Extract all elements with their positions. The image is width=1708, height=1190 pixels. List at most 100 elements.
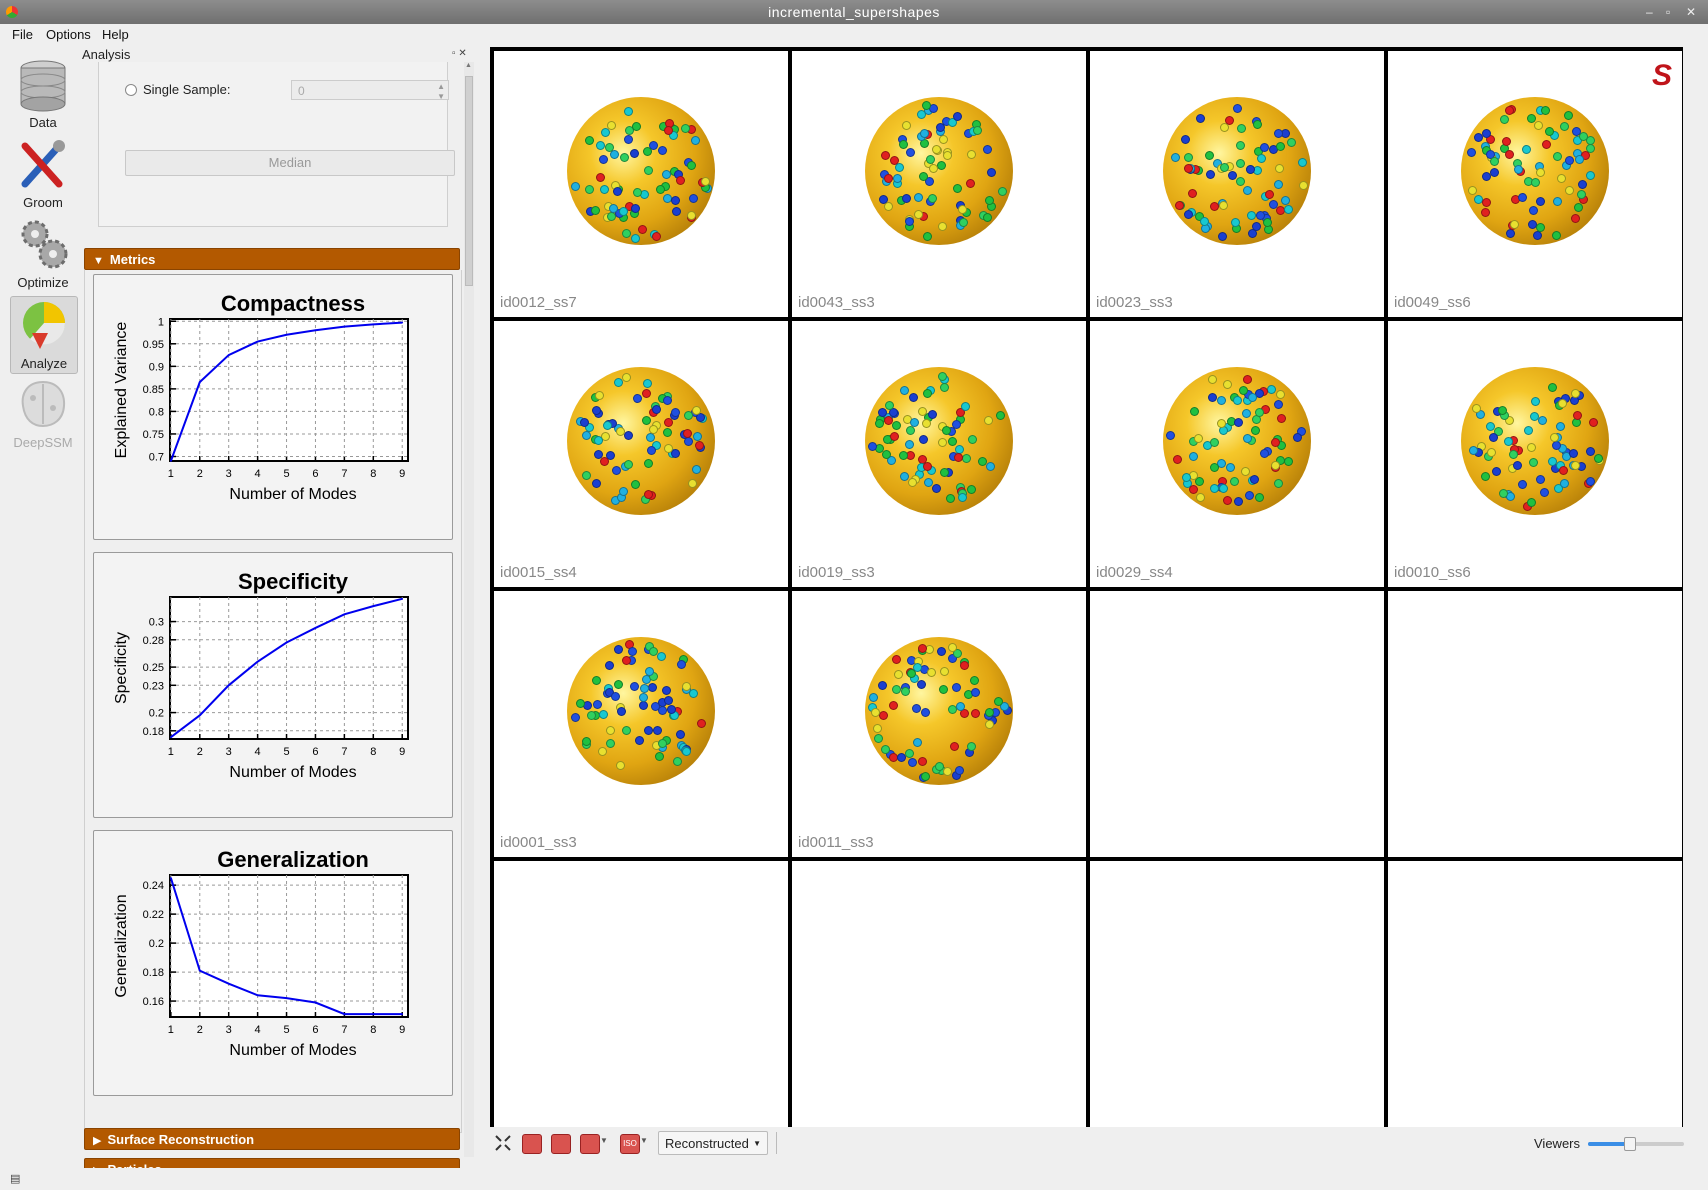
- data-point: [198, 714, 201, 717]
- x-tick-label: 4: [255, 468, 261, 480]
- median-button[interactable]: Median: [125, 150, 455, 176]
- particle-marker: [614, 644, 624, 654]
- iso-dropdown-icon[interactable]: ▼: [640, 1136, 648, 1145]
- particle-marker: [593, 436, 603, 446]
- glyph-toggle-icon[interactable]: [580, 1134, 600, 1154]
- close-icon[interactable]: ✕: [1686, 5, 1697, 19]
- particle-marker: [957, 205, 967, 215]
- compactness-chart: Compactness 1 2 3 4 5 6 7 8 9 0.7 0.75 0.8 0.85 0.9 0.9…: [113, 291, 409, 503]
- viewer-cell[interactable]: id0015_ss4: [494, 321, 788, 587]
- particle-marker: [696, 719, 706, 729]
- viewer-cell[interactable]: id0011_ss3: [792, 591, 1086, 857]
- spin-up-icon[interactable]: ▲: [437, 82, 445, 91]
- y-tick-label: 0.85: [143, 384, 164, 396]
- tool-groom[interactable]: Groom: [10, 136, 76, 212]
- menu-file[interactable]: File: [12, 27, 33, 42]
- iso-surface-icon[interactable]: ISO: [620, 1134, 640, 1154]
- particle-marker: [1565, 185, 1574, 195]
- particle-marker: [1492, 467, 1502, 477]
- x-axis-label: Number of Modes: [229, 764, 356, 781]
- scroll-up-icon[interactable]: ▲: [465, 62, 472, 69]
- tool-data[interactable]: Data: [10, 56, 76, 132]
- viewer-cell[interactable]: id0023_ss3: [1090, 51, 1384, 317]
- viewer-cell[interactable]: id0010_ss6: [1388, 321, 1682, 587]
- fit-view-icon[interactable]: [494, 1134, 512, 1152]
- particle-marker: [952, 649, 962, 658]
- particle-marker: [664, 417, 674, 427]
- particle-marker: [1497, 406, 1507, 416]
- y-tick-label: 0.2: [149, 708, 164, 720]
- display-mode-dropdown[interactable]: Reconstructed ▼: [658, 1131, 768, 1155]
- shape-mesh[interactable]: [865, 97, 1013, 245]
- viewer-cell[interactable]: id0012_ss7: [494, 51, 788, 317]
- shape-mesh[interactable]: [865, 637, 1013, 785]
- viewer-cell[interactable]: [792, 861, 1086, 1127]
- scrollbar-thumb[interactable]: [465, 76, 473, 286]
- particle-marker: [1247, 393, 1257, 403]
- shape-mesh[interactable]: [1163, 367, 1311, 515]
- particle-marker: [647, 682, 657, 692]
- shape-mesh[interactable]: [567, 97, 715, 245]
- shape-mesh[interactable]: [1461, 367, 1609, 515]
- viewers-slider[interactable]: [1588, 1137, 1684, 1151]
- particle-marker: [912, 663, 922, 673]
- viewer-cell[interactable]: [1090, 591, 1384, 857]
- particle-marker: [955, 408, 965, 418]
- log-icon[interactable]: ▤: [10, 1173, 21, 1185]
- particle-marker: [643, 725, 653, 735]
- spin-down-icon[interactable]: ▼: [437, 92, 445, 101]
- particle-marker: [582, 430, 592, 440]
- menu-help[interactable]: Help: [102, 27, 129, 42]
- shape-mesh[interactable]: [1163, 97, 1311, 245]
- particle-marker: [968, 434, 978, 444]
- reset-camera-icon[interactable]: [522, 1134, 542, 1154]
- particle-marker: [689, 193, 699, 203]
- particle-marker: [984, 416, 994, 426]
- particle-marker: [920, 771, 930, 781]
- chart-title: Generalization: [217, 847, 369, 872]
- dock-float-icon[interactable]: ▫: [452, 48, 456, 59]
- particle-marker: [955, 765, 965, 775]
- particle-marker: [603, 421, 613, 431]
- viewer-cell[interactable]: id0029_ss4: [1090, 321, 1384, 587]
- viewer-cell[interactable]: id0049_ss6 S: [1388, 51, 1682, 317]
- viewer-cell[interactable]: id0043_ss3: [792, 51, 1086, 317]
- particle-marker: [617, 707, 627, 717]
- image-icon[interactable]: [551, 1134, 571, 1154]
- particle-marker: [973, 125, 983, 135]
- maximize-icon[interactable]: ▫: [1666, 5, 1671, 19]
- single-sample-radio[interactable]: [125, 84, 137, 96]
- particle-marker: [891, 684, 901, 694]
- shape-mesh[interactable]: [567, 637, 715, 785]
- glyph-dropdown-icon[interactable]: ▼: [600, 1136, 608, 1145]
- particle-marker: [1232, 396, 1242, 405]
- single-sample-spinbox[interactable]: 0 ▲ ▼: [291, 80, 449, 101]
- shape-mesh[interactable]: [567, 367, 715, 515]
- viewer-cell[interactable]: [494, 861, 788, 1127]
- particle-marker: [1188, 189, 1198, 199]
- tool-analyze[interactable]: Analyze: [10, 296, 78, 374]
- app-icon: [6, 6, 18, 18]
- panel-scrollbar[interactable]: ▲: [464, 62, 474, 1157]
- viewer-cell[interactable]: [1090, 861, 1384, 1127]
- particle-marker: [1274, 479, 1284, 489]
- shape-mesh[interactable]: [1461, 97, 1609, 245]
- minimize-icon[interactable]: –: [1646, 5, 1654, 19]
- viewer-cell-label: id0001_ss3: [500, 834, 577, 851]
- y-axis-label: Explained Variance: [113, 322, 130, 459]
- viewers-slider-handle[interactable]: [1624, 1137, 1637, 1151]
- viewer-cell[interactable]: [1388, 591, 1682, 857]
- shape-mesh[interactable]: [865, 367, 1013, 515]
- viewer-cell[interactable]: id0019_ss3: [792, 321, 1086, 587]
- dock-close-icon[interactable]: ✕: [458, 48, 467, 59]
- particle-marker: [1199, 217, 1209, 227]
- tool-optimize[interactable]: Optimize: [10, 216, 76, 292]
- menu-options[interactable]: Options: [46, 27, 91, 42]
- viewer-cell[interactable]: [1388, 861, 1682, 1127]
- particle-marker: [984, 708, 994, 718]
- surface-reconstruction-section-header[interactable]: ▶ Surface Reconstruction: [84, 1128, 460, 1150]
- viewer-cell[interactable]: id0001_ss3: [494, 591, 788, 857]
- data-point: [314, 627, 317, 629]
- metrics-section-header[interactable]: ▼ Metrics: [84, 248, 460, 270]
- particle-marker: [884, 173, 894, 183]
